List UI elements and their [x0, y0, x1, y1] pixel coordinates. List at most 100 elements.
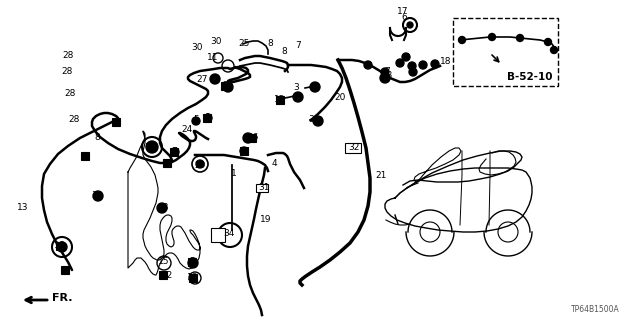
- Circle shape: [192, 117, 200, 125]
- Text: 8: 8: [267, 39, 273, 49]
- Circle shape: [204, 114, 212, 122]
- Circle shape: [223, 82, 233, 92]
- Circle shape: [188, 258, 198, 268]
- Text: 27: 27: [196, 75, 208, 84]
- Text: 33: 33: [157, 203, 169, 212]
- Text: 24: 24: [181, 124, 193, 133]
- Circle shape: [157, 203, 167, 213]
- Bar: [248, 134, 256, 142]
- Bar: [203, 114, 211, 122]
- Circle shape: [545, 38, 552, 45]
- Text: 16: 16: [54, 242, 66, 251]
- Text: FR.: FR.: [52, 293, 72, 303]
- Text: TP64B1500A: TP64B1500A: [572, 305, 620, 314]
- Text: 15: 15: [158, 258, 170, 267]
- Text: 3: 3: [293, 84, 299, 92]
- Text: 18: 18: [440, 58, 452, 67]
- Text: 5: 5: [193, 116, 199, 124]
- Text: 1: 1: [231, 169, 237, 178]
- Bar: [170, 148, 178, 156]
- Text: 7: 7: [171, 148, 177, 156]
- Bar: [81, 152, 89, 160]
- Bar: [453, 18, 558, 86]
- Text: 30: 30: [191, 43, 203, 52]
- Circle shape: [210, 74, 220, 84]
- Circle shape: [550, 46, 557, 53]
- Text: 28: 28: [64, 89, 76, 98]
- Bar: [345, 143, 361, 153]
- Circle shape: [293, 92, 303, 102]
- Bar: [256, 184, 268, 192]
- Text: 29: 29: [195, 162, 205, 171]
- Circle shape: [380, 73, 390, 83]
- Circle shape: [243, 133, 253, 143]
- Bar: [211, 228, 225, 242]
- Bar: [56, 242, 64, 250]
- Text: 8: 8: [94, 133, 100, 142]
- Circle shape: [431, 60, 439, 68]
- Text: 6: 6: [401, 13, 407, 22]
- Text: 28: 28: [61, 68, 73, 76]
- Circle shape: [93, 191, 103, 201]
- Text: 9: 9: [204, 113, 210, 122]
- Circle shape: [313, 116, 323, 126]
- Text: 2: 2: [189, 258, 195, 267]
- Text: 13: 13: [17, 203, 29, 212]
- Text: 7: 7: [403, 53, 409, 62]
- Circle shape: [57, 242, 67, 252]
- Circle shape: [458, 36, 465, 44]
- Text: 12: 12: [275, 95, 285, 105]
- Circle shape: [516, 35, 524, 42]
- Text: 8: 8: [281, 46, 287, 55]
- Text: 11: 11: [207, 52, 219, 61]
- Text: 26: 26: [222, 82, 234, 91]
- Circle shape: [402, 53, 410, 61]
- Text: 26: 26: [247, 133, 259, 142]
- Text: 14: 14: [145, 142, 157, 151]
- Bar: [276, 96, 284, 104]
- Circle shape: [408, 62, 416, 70]
- Text: 20: 20: [334, 92, 346, 101]
- Bar: [240, 147, 248, 155]
- Text: 32: 32: [348, 142, 360, 151]
- Bar: [188, 258, 196, 266]
- Circle shape: [240, 147, 248, 155]
- Circle shape: [409, 68, 417, 76]
- Text: 10: 10: [188, 274, 199, 283]
- Text: 7: 7: [384, 68, 390, 76]
- Text: 23: 23: [381, 71, 393, 81]
- Text: B-52-10: B-52-10: [508, 72, 553, 82]
- Circle shape: [196, 160, 204, 168]
- Circle shape: [310, 82, 320, 92]
- Circle shape: [396, 59, 404, 67]
- Text: 22: 22: [161, 270, 173, 279]
- Text: 30: 30: [211, 36, 221, 45]
- Bar: [159, 271, 167, 279]
- Text: 7: 7: [239, 147, 245, 156]
- Circle shape: [407, 22, 413, 28]
- Circle shape: [146, 141, 158, 153]
- Circle shape: [171, 148, 179, 156]
- Text: 28: 28: [68, 115, 80, 124]
- Text: 8: 8: [365, 60, 371, 69]
- Bar: [221, 82, 229, 90]
- Text: 31: 31: [259, 182, 269, 191]
- Polygon shape: [128, 131, 200, 275]
- Text: 19: 19: [260, 215, 272, 225]
- Bar: [112, 118, 120, 126]
- Circle shape: [381, 68, 389, 76]
- Bar: [61, 266, 69, 274]
- Bar: [163, 159, 171, 167]
- Text: 33: 33: [92, 191, 103, 201]
- Text: 3: 3: [308, 116, 314, 124]
- Text: 34: 34: [223, 229, 235, 238]
- Text: 28: 28: [62, 51, 74, 60]
- Text: 4: 4: [271, 158, 277, 167]
- Text: 21: 21: [375, 171, 387, 180]
- Text: 17: 17: [397, 7, 409, 17]
- Circle shape: [419, 61, 427, 69]
- Text: 7: 7: [410, 68, 416, 76]
- Text: 25: 25: [238, 38, 250, 47]
- Text: 7: 7: [295, 42, 301, 51]
- Circle shape: [488, 34, 495, 41]
